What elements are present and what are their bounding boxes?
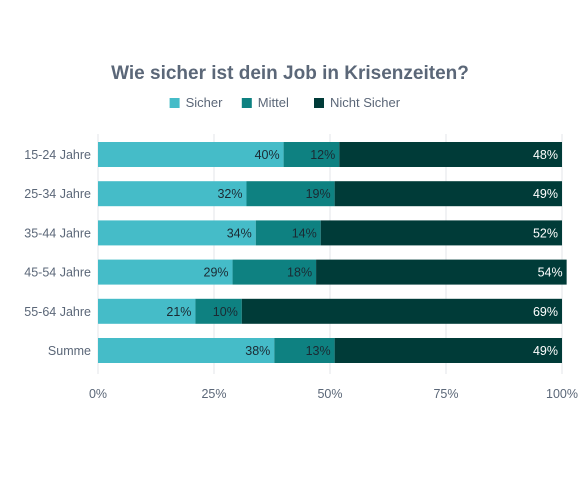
data-label: 38% [245,344,270,358]
category-label: 55-64 Jahre [24,305,91,319]
category-label: 35-44 Jahre [24,226,91,240]
data-label: 54% [538,266,563,280]
data-label: 13% [306,344,331,358]
chart-legend: Sicher Mittel Nicht Sicher [169,95,401,110]
bar-segment [283,142,340,167]
chart-title: Wie sicher ist dein Job in Krisenzeiten? [111,63,469,84]
bar-segment [255,220,321,246]
data-label: 14% [292,226,317,240]
category-label: 15-24 Jahre [24,148,91,162]
data-label: 18% [287,266,312,280]
bar-segment [246,181,335,207]
bar-segment [98,259,233,285]
x-tick-label: 0% [89,387,107,401]
category-label: 45-54 Jahre [24,266,91,280]
bar-segment [98,142,284,167]
bar-segment [339,142,562,167]
data-label: 10% [213,305,238,319]
category-labels: 15-24 Jahre 25-34 Jahre 35-44 Jahre 45-54 J… [24,148,91,358]
data-label: 12% [310,148,335,162]
x-tick-label: 50% [317,387,342,401]
bar-segment [195,298,242,324]
bars: 40% 12% 48% 32% 19% 49% 34% 14% 52% 29% 18% 54% 21% 1… [98,142,567,363]
bar-segment [98,298,196,324]
data-label: 49% [533,344,558,358]
data-label: 49% [533,187,558,201]
legend-swatch [169,98,180,108]
legend-swatch [241,98,252,108]
bar-segment [98,338,275,363]
legend-label: Nicht Sicher [330,95,401,110]
legend-swatch [314,98,324,108]
bar-segment [316,259,567,285]
x-tick-label: 25% [201,387,226,401]
category-label: Summe [48,344,91,358]
category-label: 25-34 Jahre [24,187,91,201]
data-label: 34% [227,226,252,240]
data-label: 48% [533,148,558,162]
legend-label: Sicher [186,95,224,110]
data-label: 32% [217,187,242,201]
data-label: 69% [533,305,558,319]
gridlines [97,134,563,374]
bar-segment [334,338,562,363]
x-tick-label: 75% [433,387,458,401]
legend-label: Mittel [258,95,289,110]
x-tick-label: 100% [546,387,578,401]
bar-segment [241,298,562,324]
data-label: 52% [533,226,558,240]
bar-segment [98,220,256,246]
data-label: 40% [255,148,280,162]
bar-segment [232,259,317,285]
data-label: 21% [166,305,191,319]
bar-segment [98,181,247,207]
data-label: 29% [204,266,229,280]
bar-segment [320,220,562,246]
data-label: 19% [306,187,331,201]
x-axis-tick-labels: 0% 25% 50% 75% 100% [89,387,578,401]
bar-segment [334,181,562,207]
bar-segment [274,338,335,363]
